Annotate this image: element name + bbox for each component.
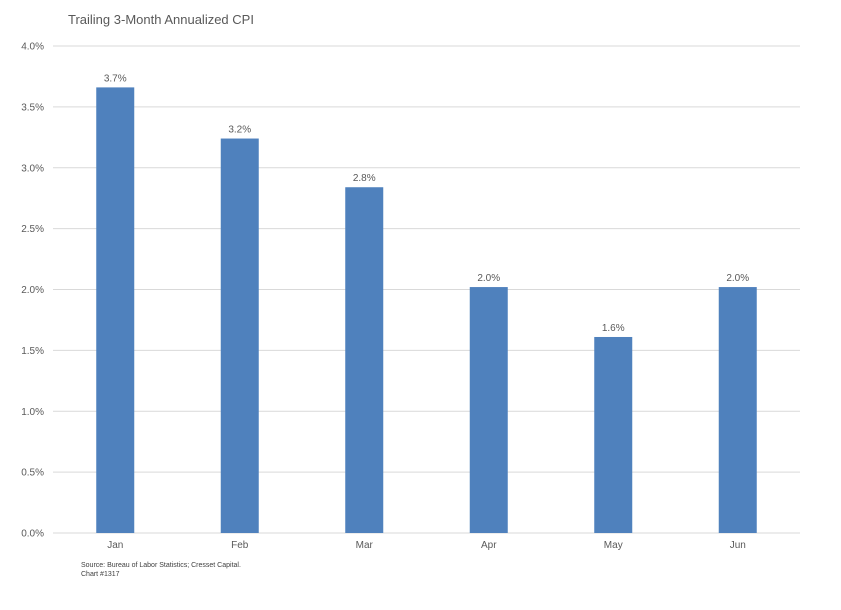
x-tick-label-jun: Jun (730, 540, 746, 551)
data-label-jan: 3.7% (104, 73, 127, 84)
bar-mar (345, 187, 384, 534)
data-labels: 3.7% 3.2% 2.8% 2.0% 1.6% 2.0% (104, 73, 749, 334)
data-label-mar: 2.8% (353, 173, 376, 184)
y-tick-label: 0.5% (21, 468, 44, 479)
y-tick-label: 0.0% (21, 529, 44, 540)
bar-jun (718, 287, 757, 533)
x-tick-label-apr: Apr (481, 540, 497, 551)
y-tick-label: 4.0% (21, 42, 44, 53)
y-tick-label: 3.5% (21, 102, 44, 113)
y-tick-label: 3.0% (21, 163, 44, 174)
data-label-feb: 3.2% (228, 125, 251, 136)
bar-may (594, 336, 633, 533)
gridlines (53, 45, 800, 534)
bar-feb (220, 138, 259, 533)
y-tick-label: 2.5% (21, 224, 44, 235)
y-tick-label: 1.5% (21, 346, 44, 357)
data-label-apr: 2.0% (477, 273, 500, 284)
chart-title: Trailing 3-Month Annualized CPI (68, 12, 254, 27)
x-tick-label-jan: Jan (107, 540, 123, 551)
source-note: Source: Bureau of Labor Statistics; Cres… (81, 562, 241, 569)
x-tick-label-mar: Mar (356, 540, 374, 551)
x-tick-label-may: May (604, 540, 623, 551)
bars (96, 87, 757, 534)
data-label-may: 1.6% (602, 323, 625, 334)
bar-apr (469, 287, 508, 533)
y-axis: 0.0% 0.5% 1.0% 1.5% 2.0% 2.5% 3.0% 3.5% 4.0% (21, 42, 44, 540)
y-tick-label: 1.0% (21, 407, 44, 418)
x-axis: Jan Feb Mar Apr May Jun (107, 540, 746, 551)
chart-number: Chart #1317 (81, 571, 120, 578)
data-label-jun: 2.0% (726, 273, 749, 284)
y-tick-label: 2.0% (21, 285, 44, 296)
bar-jan (96, 87, 135, 534)
x-tick-label-feb: Feb (231, 540, 249, 551)
